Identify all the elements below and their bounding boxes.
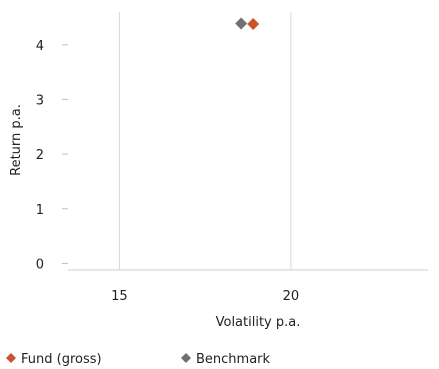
y-tick-labels: 0 1 2 3 4 [36,39,44,273]
data-points [235,17,260,31]
y-tick-label-3: 3 [36,93,44,108]
y-tick-label-0: 0 [36,257,44,272]
x-tick-labels: 15 20 [111,289,299,304]
y-tick-label-1: 1 [36,203,44,218]
x-tick-label-15: 15 [111,289,128,304]
gridlines [62,12,292,270]
legend-label-fund-gross: Fund (gross) [21,352,102,367]
x-axis-title: Volatility p.a. [216,315,301,330]
legend: Fund (gross) Benchmark [6,352,271,367]
legend-marker-fund-gross [6,353,16,363]
y-axis-title: Return p.a. [9,104,24,176]
y-tick-label-2: 2 [36,148,44,163]
point-benchmark [235,17,248,30]
legend-label-benchmark: Benchmark [196,352,271,367]
x-tick-label-20: 20 [283,289,300,304]
y-tick-label-4: 4 [36,39,44,54]
legend-marker-benchmark [181,353,191,363]
point-fund-gross [247,18,260,31]
